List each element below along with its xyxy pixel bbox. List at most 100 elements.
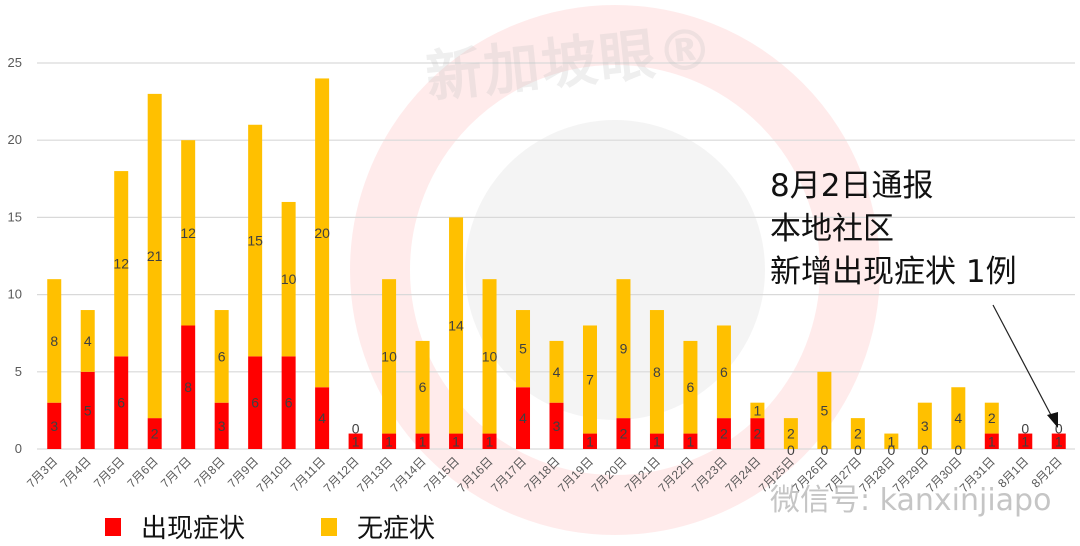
data-label-asymptomatic: 4 [84, 333, 92, 349]
data-label-symptomatic: 1 [988, 433, 996, 449]
bar-symptomatic [449, 433, 464, 449]
bar-asymptomatic [114, 171, 129, 357]
annotation-text: 8月2日通报 本地社区 新增出现症状 1例 [770, 165, 1017, 294]
bar-asymptomatic [984, 402, 999, 434]
data-label-symptomatic: 1 [419, 433, 427, 449]
legend-label: 无症状 [357, 514, 436, 544]
data-label-symptomatic: 0 [787, 442, 795, 458]
data-label-symptomatic: 3 [50, 418, 58, 434]
bar-group: 01 [884, 433, 899, 458]
data-label-symptomatic: 1 [452, 433, 460, 449]
bar-group: 02 [850, 418, 865, 458]
data-label-asymptomatic: 0 [352, 421, 360, 437]
bar-asymptomatic [214, 310, 229, 403]
data-label-symptomatic: 1 [586, 433, 594, 449]
bar-symptomatic [616, 418, 631, 449]
x-tick-label: 7月12日 [321, 454, 362, 495]
bar-asymptomatic [951, 387, 966, 449]
data-label-symptomatic: 0 [854, 442, 862, 458]
bar-asymptomatic [80, 310, 95, 372]
bar-asymptomatic [616, 279, 631, 419]
bar-group: 16 [415, 340, 430, 449]
annotation-line-3: 新增出现症状 1例 [770, 254, 1017, 290]
bar-group: 1 10 [381, 279, 397, 449]
legend: 出现症状 无症状 [105, 508, 511, 545]
bar-symptomatic [147, 418, 162, 449]
bar-asymptomatic [582, 325, 597, 434]
bar-symptomatic [181, 325, 196, 449]
legend-swatch-yellow [321, 517, 338, 536]
data-label-asymptomatic: 7 [586, 372, 594, 388]
data-label-symptomatic: 1 [486, 433, 494, 449]
bar-group: 18 [649, 310, 664, 449]
bar-group: 17 [582, 325, 597, 449]
data-label-asymptomatic: 2 [854, 426, 862, 442]
data-label-asymptomatic: 0 [1021, 421, 1029, 437]
data-label-asymptomatic: 20 [314, 225, 330, 241]
data-label-symptomatic: 2 [720, 426, 728, 442]
bar-symptomatic [582, 433, 597, 449]
data-label-asymptomatic: 14 [448, 317, 464, 333]
bar-symptomatic [214, 402, 229, 449]
bar-group: 2 21 [147, 93, 163, 449]
bar-symptomatic [281, 356, 296, 449]
data-label-asymptomatic: 6 [687, 379, 695, 395]
x-tick-label: 7月4日 [58, 454, 94, 490]
bar-group: 05 [817, 371, 832, 458]
bar-group: 8 12 [180, 140, 196, 449]
bars: 3854612221812366156104201011016114110453… [47, 78, 1066, 458]
data-label-asymptomatic: 4 [553, 364, 561, 380]
bar-group: 34 [549, 340, 564, 449]
bar-group: 1 14 [448, 217, 464, 449]
data-label-asymptomatic: 1 [754, 402, 762, 418]
bar-symptomatic [248, 356, 263, 449]
data-label-symptomatic: 3 [218, 418, 226, 434]
bar-asymptomatic [415, 340, 430, 434]
bar-group: 10 [1051, 421, 1066, 449]
data-label-symptomatic: 6 [117, 395, 125, 411]
bar-group: 1 10 [482, 279, 498, 449]
bar-symptomatic [382, 433, 397, 449]
data-label-asymptomatic: 6 [218, 348, 226, 364]
data-label-asymptomatic: 0 [1055, 421, 1063, 437]
annotation-line-1: 8月2日通报 [770, 168, 934, 204]
x-tick-label: 7月8日 [191, 454, 227, 490]
bar-symptomatic [482, 433, 497, 449]
bar-group: 04 [951, 387, 966, 458]
data-label-asymptomatic: 5 [820, 402, 828, 418]
bar-asymptomatic [516, 310, 531, 388]
bar-group: 02 [783, 418, 798, 458]
y-tick-label: 10 [8, 287, 22, 302]
x-tick-label: 7月10日 [254, 454, 295, 495]
x-tick-label: 7月5日 [91, 454, 127, 490]
data-label-symptomatic: 3 [553, 418, 561, 434]
bar-asymptomatic [716, 325, 731, 419]
x-tick-label: 7月6日 [124, 454, 160, 490]
data-label-symptomatic: 1 [653, 433, 661, 449]
bar-symptomatic [1051, 433, 1066, 449]
bar-asymptomatic [549, 340, 564, 403]
data-label-asymptomatic: 2 [988, 410, 996, 426]
bar-asymptomatic [315, 78, 330, 388]
bar-group: 6 15 [247, 124, 263, 449]
data-label-asymptomatic: 6 [419, 379, 427, 395]
data-label-symptomatic: 1 [385, 433, 393, 449]
y-tick-label: 5 [15, 364, 22, 379]
bar-asymptomatic [917, 402, 932, 449]
data-label-asymptomatic: 5 [519, 341, 527, 357]
data-label-symptomatic: 8 [184, 379, 192, 395]
data-label-symptomatic: 6 [285, 395, 293, 411]
x-tick-label: 7月7日 [158, 454, 194, 490]
y-tick-label: 25 [8, 55, 22, 70]
legend-label: 出现症状 [141, 514, 246, 544]
x-tick-label: 7月3日 [24, 454, 60, 490]
bar-group: 6 10 [281, 201, 297, 449]
x-tick-label: 7月13日 [354, 454, 395, 495]
data-label-symptomatic: 0 [820, 442, 828, 458]
bar-asymptomatic [884, 433, 899, 449]
data-label-asymptomatic: 10 [381, 348, 397, 364]
data-label-asymptomatic: 9 [620, 341, 628, 357]
bar-symptomatic [114, 356, 129, 449]
data-label-asymptomatic: 8 [653, 364, 661, 380]
